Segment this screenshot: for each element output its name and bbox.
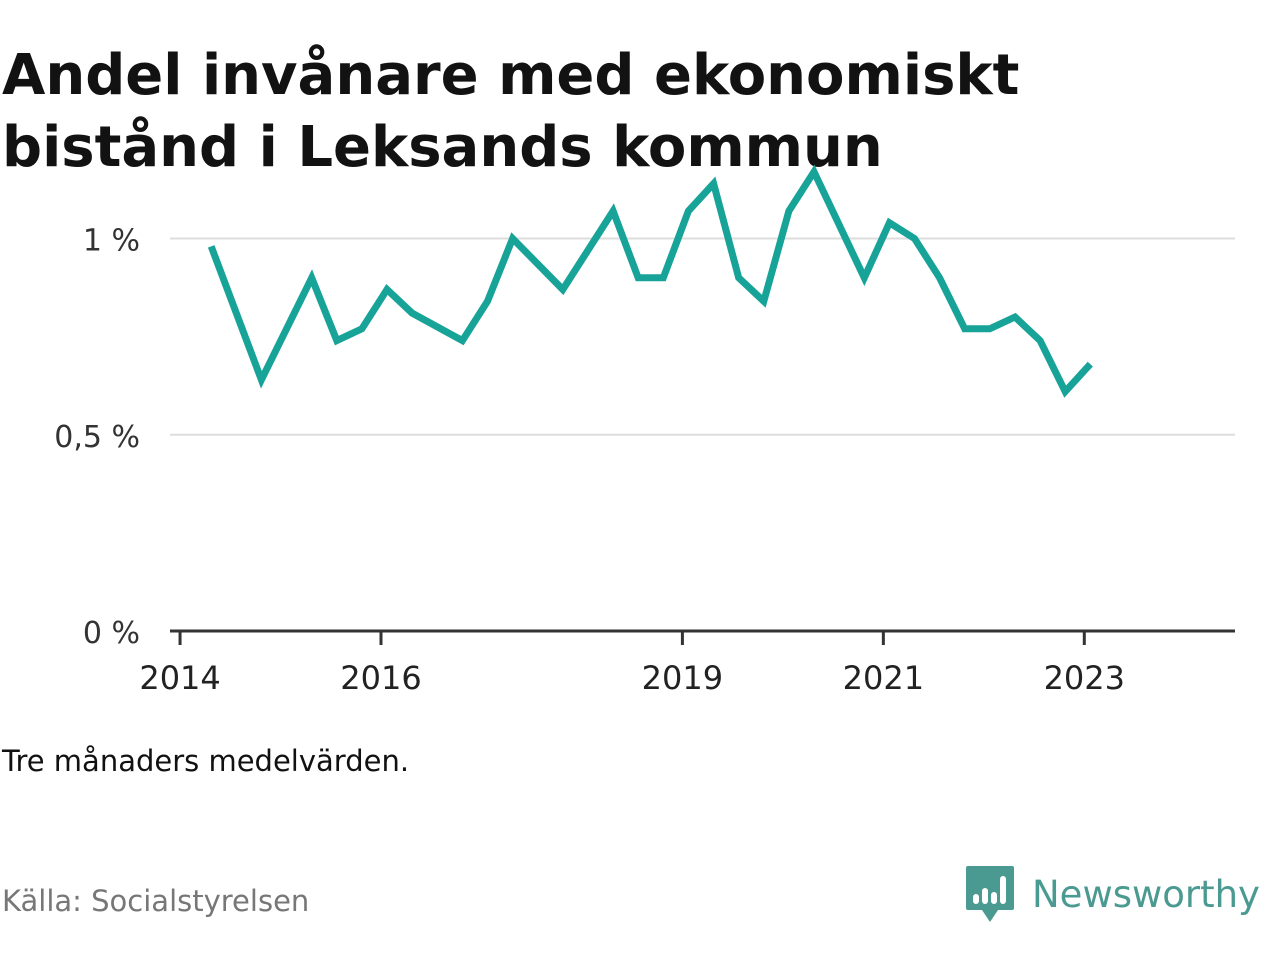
- data-point: [961, 325, 968, 332]
- data-point: [208, 243, 215, 250]
- source-note: Källa: Socialstyrelsen: [2, 884, 310, 918]
- data-point: [459, 337, 466, 344]
- x-tick-label: 2019: [642, 659, 723, 697]
- line-chart: 0 % 0,5 % 1 % 2014 2016 2019 2021 2023: [54, 164, 1235, 697]
- data-point: [936, 274, 943, 281]
- chart-subtitle: Tre månaders medelvärden.: [2, 744, 410, 778]
- data-point: [333, 337, 340, 344]
- x-tick-label: 2014: [139, 659, 220, 697]
- data-point: [660, 274, 667, 281]
- x-tick-label: 2021: [843, 659, 924, 697]
- data-point: [409, 310, 416, 317]
- y-tick-label: 0 %: [83, 616, 140, 651]
- data-point: [911, 235, 918, 242]
- data-point: [358, 325, 365, 332]
- data-point: [1062, 388, 1069, 395]
- newsworthy-chart-bubble-icon: [966, 866, 1014, 922]
- data-point: [1011, 314, 1018, 321]
- y-tick-label: 0,5 %: [54, 420, 140, 455]
- data-point: [484, 298, 491, 305]
- data-point: [710, 180, 717, 187]
- x-tick-label: 2023: [1044, 659, 1125, 697]
- brand-name: Newsworthy: [1032, 872, 1260, 916]
- data-point: [760, 298, 767, 305]
- data-point: [1037, 337, 1044, 344]
- data-point: [384, 286, 391, 293]
- data-point: [886, 219, 893, 226]
- series-layer: [207, 164, 1094, 398]
- data-point: [861, 274, 868, 281]
- y-axis-labels: 0 % 0,5 % 1 %: [54, 224, 140, 652]
- data-point: [785, 208, 792, 215]
- data-point: [1087, 361, 1094, 368]
- data-point: [610, 208, 617, 215]
- grid-lines: [170, 237, 1235, 436]
- data-point: [986, 325, 993, 332]
- brand-logo[interactable]: Newsworthy: [964, 862, 1260, 926]
- x-tick-label: 2016: [340, 659, 421, 697]
- series-line: [207, 164, 1093, 398]
- data-point: [559, 286, 566, 293]
- data-point: [308, 274, 315, 281]
- data-point: [258, 376, 265, 383]
- data-point: [735, 274, 742, 281]
- x-axis-ticks: 2014 2016 2019 2021 2023: [139, 631, 1125, 697]
- y-tick-label: 1 %: [83, 224, 140, 259]
- data-point: [509, 235, 516, 242]
- chart-title: Andel invånare med ekonomiskt bistånd i …: [2, 43, 1020, 180]
- data-point: [635, 274, 642, 281]
- data-point: [811, 168, 818, 175]
- data-point: [685, 208, 692, 215]
